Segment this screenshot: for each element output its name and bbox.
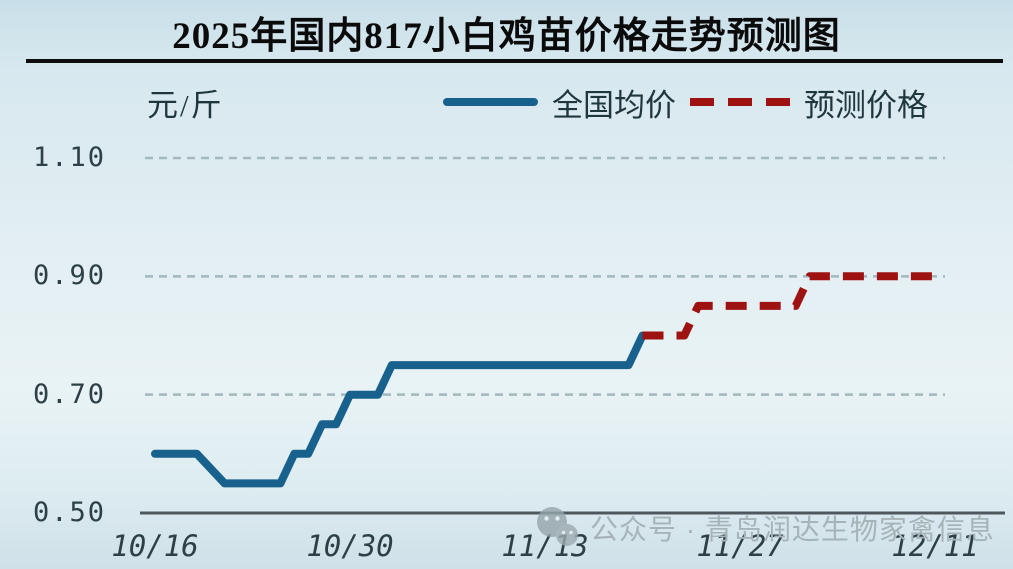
y-tick-label: 0.70 — [32, 378, 106, 410]
legend-label-national-average: 全国均价 — [552, 87, 676, 123]
y-tick-label: 0.50 — [32, 497, 106, 528]
actual-price-line — [151, 331, 647, 488]
title-underline — [26, 59, 1003, 63]
solid-line-swatch-icon — [443, 98, 538, 106]
y-tick-label: 0.90 — [32, 260, 106, 292]
watermark: 公众号 · 青岛润达生物家禽信息 — [534, 506, 995, 550]
y-tick-label: 1.10 — [32, 142, 106, 173]
x-tick-label: 10/30 — [306, 529, 394, 563]
watermark-text: 公众号 · 青岛润达生物家禽信息 — [590, 514, 995, 545]
legend: 全国均价 预测价格 — [443, 84, 928, 123]
forecast-price-line — [642, 272, 935, 340]
x-tick-label: 12/11 — [891, 529, 979, 563]
legend-label-forecast-price: 预测价格 — [804, 87, 928, 123]
x-tick-label: 10/16 — [111, 529, 199, 563]
wechat-icon — [537, 507, 578, 546]
page-title: 2025年国内817小白鸡苗价格走势预测图 — [172, 16, 841, 57]
y-axis-unit-label: 元/斤 — [147, 88, 224, 123]
x-tick-label: 11/27 — [696, 529, 784, 563]
dashed-line-swatch-icon — [690, 98, 790, 106]
